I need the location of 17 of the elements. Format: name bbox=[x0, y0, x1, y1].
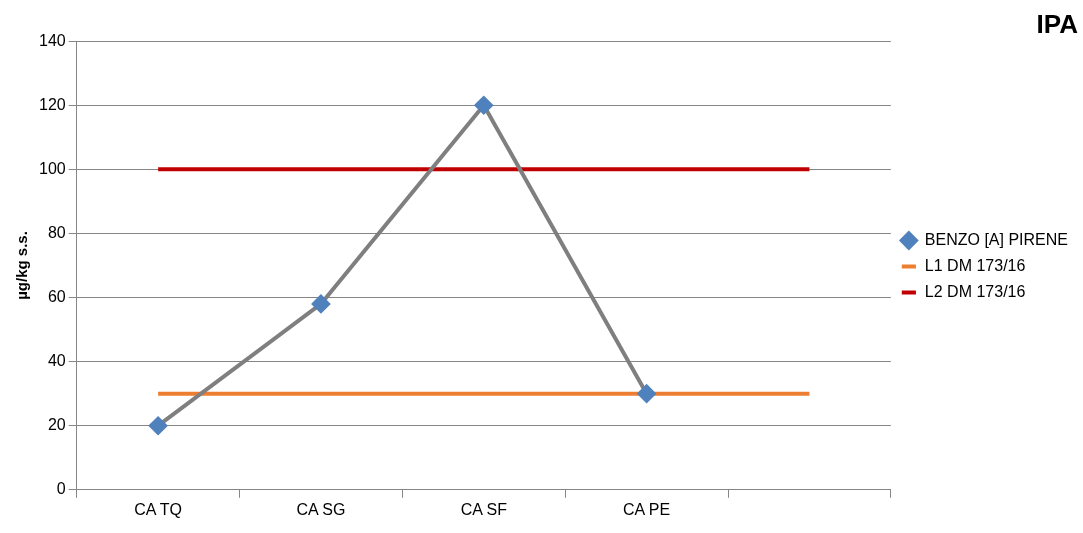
y-tick-label: 80 bbox=[47, 223, 66, 241]
legend-label: L1 DM 173/16 bbox=[924, 256, 1026, 274]
x-tick-label: CA SF bbox=[460, 500, 508, 518]
x-tick-label: CA SG bbox=[296, 500, 346, 518]
y-axis-title: µg/kg s.s. bbox=[13, 231, 31, 300]
y-tick-label: 40 bbox=[47, 352, 66, 370]
legend-label: L2 DM 173/16 bbox=[924, 282, 1026, 300]
legend-label: BENZO [A] PIRENE bbox=[924, 230, 1068, 248]
text: IPA bbox=[1036, 8, 1079, 39]
y-tick-label: 140 bbox=[38, 31, 66, 49]
x-tick-label: CA PE bbox=[623, 500, 671, 518]
y-tick-label: 20 bbox=[47, 416, 66, 434]
y-tick-label: 120 bbox=[38, 95, 66, 113]
y-tick-label: 100 bbox=[38, 159, 66, 177]
y-tick-label: 60 bbox=[47, 287, 66, 305]
y-tick-label: 0 bbox=[56, 480, 66, 498]
x-tick-label: CA TQ bbox=[134, 500, 182, 518]
